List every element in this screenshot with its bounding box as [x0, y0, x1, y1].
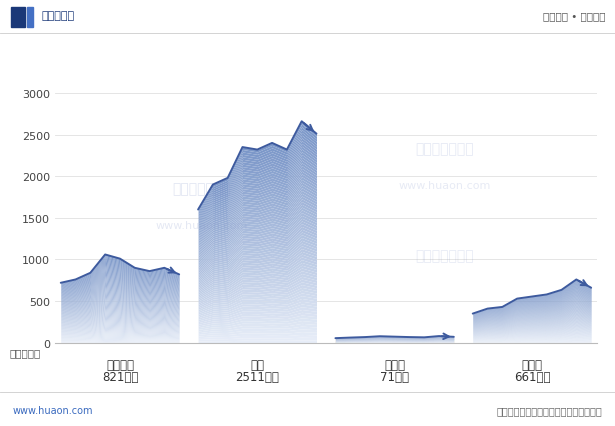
Text: 意外险: 意外险: [384, 358, 405, 371]
Text: 71亿元: 71亿元: [380, 370, 409, 383]
Text: 数据来源：保监会，华经产业研究院整理: 数据来源：保监会，华经产业研究院整理: [497, 405, 603, 415]
Text: 健康险: 健康险: [522, 358, 542, 371]
Text: 财产保险: 财产保险: [106, 358, 134, 371]
Text: 单位：亿元: 单位：亿元: [9, 347, 41, 357]
Text: www.huaon.com: www.huaon.com: [155, 221, 248, 231]
Text: 2016-2024年1-8月广东保险分险种收入统计: 2016-2024年1-8月广东保险分险种收入统计: [172, 52, 443, 70]
Text: 661亿元: 661亿元: [514, 370, 550, 383]
Text: 821亿元: 821亿元: [101, 370, 138, 383]
Bar: [27, 8, 33, 28]
Text: www.huaon.com: www.huaon.com: [12, 405, 93, 415]
Text: 华经情报网: 华经情报网: [42, 12, 75, 21]
Text: 专业严谨 • 客观科学: 专业严谨 • 客观科学: [543, 12, 606, 21]
Text: 华经产业研究院: 华经产业研究院: [416, 141, 474, 155]
Text: 寿险: 寿险: [250, 358, 264, 371]
Text: 华经产业研究院: 华经产业研究院: [172, 181, 231, 196]
Text: 2511亿元: 2511亿元: [236, 370, 279, 383]
Text: www.huaon.com: www.huaon.com: [399, 181, 491, 191]
Bar: [11, 8, 25, 28]
Text: 华经产业研究院: 华经产业研究院: [416, 249, 474, 263]
